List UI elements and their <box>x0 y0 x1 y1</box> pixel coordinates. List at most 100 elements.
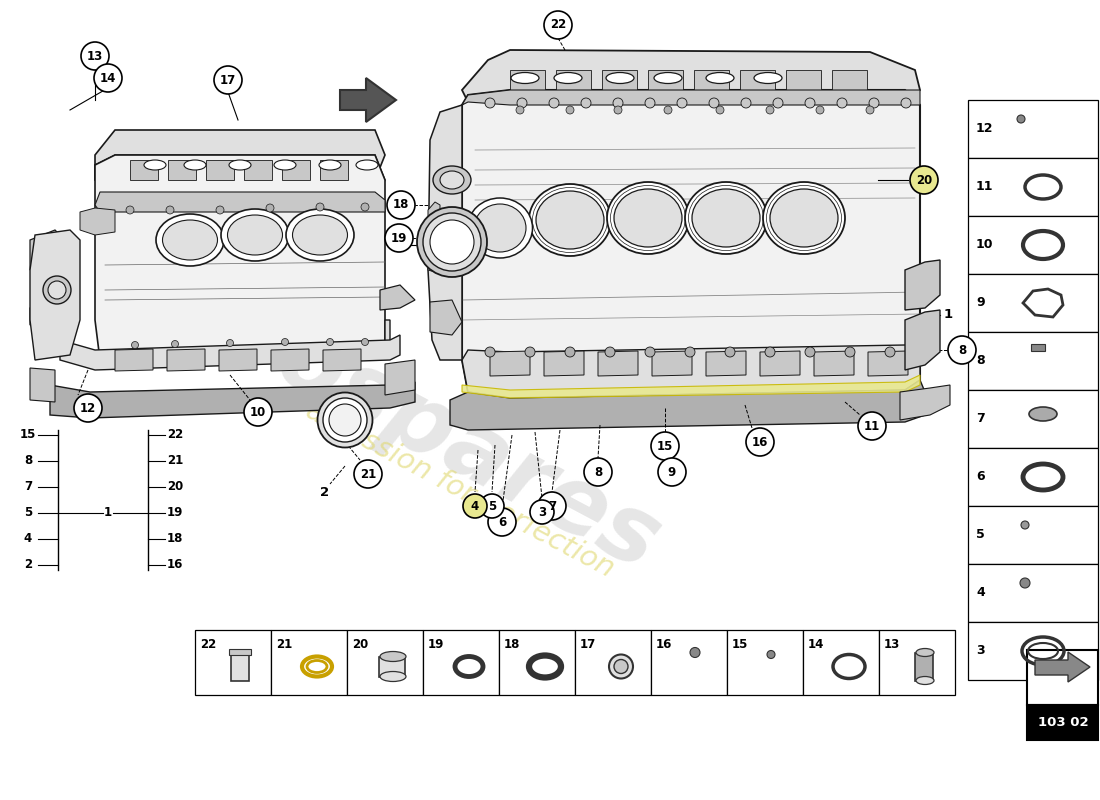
Text: 8: 8 <box>24 454 32 467</box>
Polygon shape <box>652 351 692 376</box>
Circle shape <box>685 347 695 357</box>
Polygon shape <box>462 340 920 398</box>
Text: a passion for perfection: a passion for perfection <box>301 397 619 583</box>
Ellipse shape <box>916 649 934 657</box>
Circle shape <box>645 347 654 357</box>
Polygon shape <box>1035 652 1090 682</box>
Circle shape <box>676 98 688 108</box>
Circle shape <box>362 338 369 346</box>
Text: 14: 14 <box>808 638 824 651</box>
Polygon shape <box>30 230 70 270</box>
Bar <box>968 622 1098 680</box>
Ellipse shape <box>1028 407 1057 421</box>
Bar <box>968 390 1098 448</box>
Polygon shape <box>602 70 637 90</box>
Text: 18: 18 <box>167 533 184 546</box>
Circle shape <box>244 398 272 426</box>
Ellipse shape <box>614 659 628 674</box>
Circle shape <box>901 98 911 108</box>
Text: 20: 20 <box>916 174 932 186</box>
Ellipse shape <box>144 160 166 170</box>
Text: 21: 21 <box>167 454 183 467</box>
Circle shape <box>361 203 368 211</box>
Bar <box>968 332 1098 390</box>
Bar <box>1031 344 1045 351</box>
Text: 21: 21 <box>276 638 293 651</box>
Circle shape <box>172 341 178 347</box>
Ellipse shape <box>379 651 406 662</box>
Text: 17: 17 <box>220 74 236 86</box>
Bar <box>575 630 651 695</box>
Text: 8: 8 <box>976 354 984 367</box>
Text: 3: 3 <box>538 506 546 518</box>
Polygon shape <box>462 50 920 105</box>
Circle shape <box>327 338 333 346</box>
Circle shape <box>538 492 566 520</box>
Bar <box>968 274 1098 332</box>
Text: 20: 20 <box>167 481 183 494</box>
Circle shape <box>81 42 109 70</box>
Bar <box>727 630 803 695</box>
Ellipse shape <box>48 281 66 299</box>
Bar <box>651 630 727 695</box>
Text: 6: 6 <box>498 515 506 529</box>
Bar <box>879 630 955 695</box>
Circle shape <box>74 394 102 422</box>
Circle shape <box>725 347 735 357</box>
Text: 9: 9 <box>976 297 984 310</box>
Polygon shape <box>428 105 462 360</box>
Circle shape <box>805 98 815 108</box>
Text: 19: 19 <box>428 638 444 651</box>
Text: 15: 15 <box>657 439 673 453</box>
Text: 1: 1 <box>944 309 953 322</box>
Circle shape <box>387 191 415 219</box>
Polygon shape <box>868 351 908 376</box>
Ellipse shape <box>685 182 767 254</box>
Text: 1: 1 <box>103 506 112 519</box>
Polygon shape <box>30 230 80 360</box>
Text: 2: 2 <box>320 486 330 498</box>
Ellipse shape <box>706 73 734 83</box>
Polygon shape <box>544 351 584 376</box>
Polygon shape <box>900 385 950 420</box>
Polygon shape <box>814 351 854 376</box>
Circle shape <box>773 98 783 108</box>
Ellipse shape <box>763 182 845 254</box>
Polygon shape <box>219 349 257 371</box>
Ellipse shape <box>430 220 474 264</box>
Text: 10: 10 <box>976 238 993 251</box>
Polygon shape <box>95 320 390 360</box>
Text: 22: 22 <box>200 638 217 651</box>
Bar <box>346 630 424 695</box>
Ellipse shape <box>529 184 611 256</box>
Bar <box>379 657 405 677</box>
Ellipse shape <box>512 73 539 83</box>
Bar <box>968 564 1098 622</box>
Ellipse shape <box>614 189 682 247</box>
Text: 9: 9 <box>668 466 676 478</box>
Bar <box>1027 650 1098 705</box>
Circle shape <box>544 11 572 39</box>
Polygon shape <box>648 70 683 90</box>
Text: 14: 14 <box>100 71 117 85</box>
Bar <box>231 654 249 681</box>
Polygon shape <box>30 368 55 402</box>
Polygon shape <box>490 351 530 376</box>
Ellipse shape <box>654 73 682 83</box>
Circle shape <box>858 412 886 440</box>
Text: 4: 4 <box>976 586 984 599</box>
Polygon shape <box>430 300 462 335</box>
Ellipse shape <box>607 182 689 254</box>
Ellipse shape <box>417 207 487 277</box>
Circle shape <box>948 336 976 364</box>
Ellipse shape <box>609 654 632 678</box>
Circle shape <box>385 224 412 252</box>
Text: 12: 12 <box>976 122 993 135</box>
Circle shape <box>658 458 686 486</box>
Polygon shape <box>510 70 544 90</box>
Polygon shape <box>60 335 400 370</box>
Circle shape <box>166 206 174 214</box>
Polygon shape <box>832 70 867 90</box>
Text: 103 02: 103 02 <box>1037 717 1088 730</box>
Text: 22: 22 <box>550 18 566 31</box>
